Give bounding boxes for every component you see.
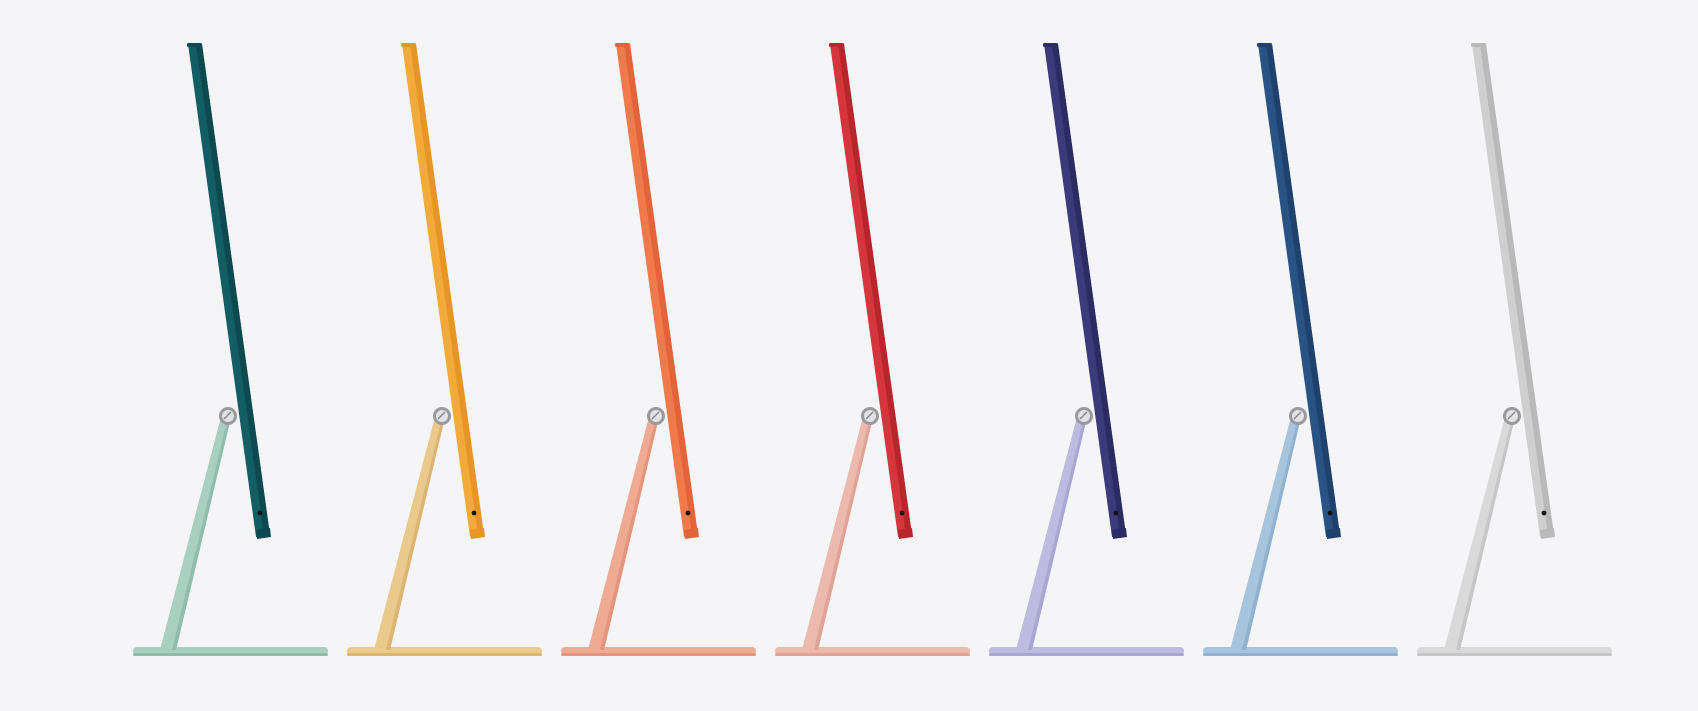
display-edge <box>410 44 484 536</box>
stand-foot-edge <box>133 653 328 656</box>
stand-leg-shade <box>1456 413 1516 650</box>
port-dot <box>471 510 477 516</box>
stand-foot-edge <box>347 653 542 656</box>
stand-leg <box>1444 413 1516 650</box>
stand-foot-edge <box>561 653 756 656</box>
stand-leg <box>374 413 446 650</box>
display-top-cap <box>829 43 844 47</box>
hinge-detail <box>1507 411 1516 420</box>
hinge-detail <box>437 411 446 420</box>
stand-foot-edge <box>1203 653 1398 656</box>
imac-silver <box>1417 43 1612 656</box>
port-dot <box>899 510 905 516</box>
display-bottom-cap <box>1540 528 1555 539</box>
display-top-cap <box>187 43 202 47</box>
display-top-cap <box>1043 43 1058 47</box>
display-bottom-cap <box>1112 528 1127 539</box>
display-bottom-cap <box>470 528 485 539</box>
display-edge <box>196 44 270 536</box>
stand-leg-shade <box>172 413 232 650</box>
stand-leg <box>160 413 232 650</box>
hinge-detail <box>223 411 232 420</box>
imac-green <box>133 43 328 656</box>
display-bottom-cap <box>256 528 271 539</box>
hinge-detail <box>651 411 660 420</box>
hinge-detail <box>1293 411 1302 420</box>
imac-purple <box>989 43 1184 656</box>
display-edge <box>624 44 698 536</box>
imac-blue <box>1203 43 1398 656</box>
display-bottom-cap <box>684 528 699 539</box>
imac-red <box>775 43 970 656</box>
stand-leg-shade <box>600 413 660 650</box>
hinge-detail <box>1079 411 1088 420</box>
stand-leg <box>588 413 660 650</box>
display-top-cap <box>401 43 416 47</box>
stand-leg-shade <box>1028 413 1088 650</box>
display-top-cap <box>1257 43 1272 47</box>
imac-orange <box>561 43 756 656</box>
stand-leg <box>1016 413 1088 650</box>
stand-leg-shade <box>386 413 446 650</box>
display-edge <box>838 44 912 536</box>
display-bottom-cap <box>898 528 913 539</box>
stand-foot-edge <box>989 653 1184 656</box>
port-dot <box>1113 510 1119 516</box>
stand-leg <box>1230 413 1302 650</box>
display-top-cap <box>615 43 630 47</box>
port-dot <box>685 510 691 516</box>
imac-yellow <box>347 43 542 656</box>
port-dot <box>1541 510 1547 516</box>
hinge-detail <box>865 411 874 420</box>
stand-foot-edge <box>775 653 970 656</box>
display-bottom-cap <box>1326 528 1341 539</box>
stand-leg-shade <box>814 413 874 650</box>
port-dot <box>1327 510 1333 516</box>
stand-leg <box>802 413 874 650</box>
stand-leg-shade <box>1242 413 1302 650</box>
display-edge <box>1052 44 1126 536</box>
port-dot <box>257 510 263 516</box>
display-edge <box>1480 44 1554 536</box>
display-edge <box>1266 44 1340 536</box>
stand-foot-edge <box>1417 653 1612 656</box>
display-top-cap <box>1471 43 1486 47</box>
